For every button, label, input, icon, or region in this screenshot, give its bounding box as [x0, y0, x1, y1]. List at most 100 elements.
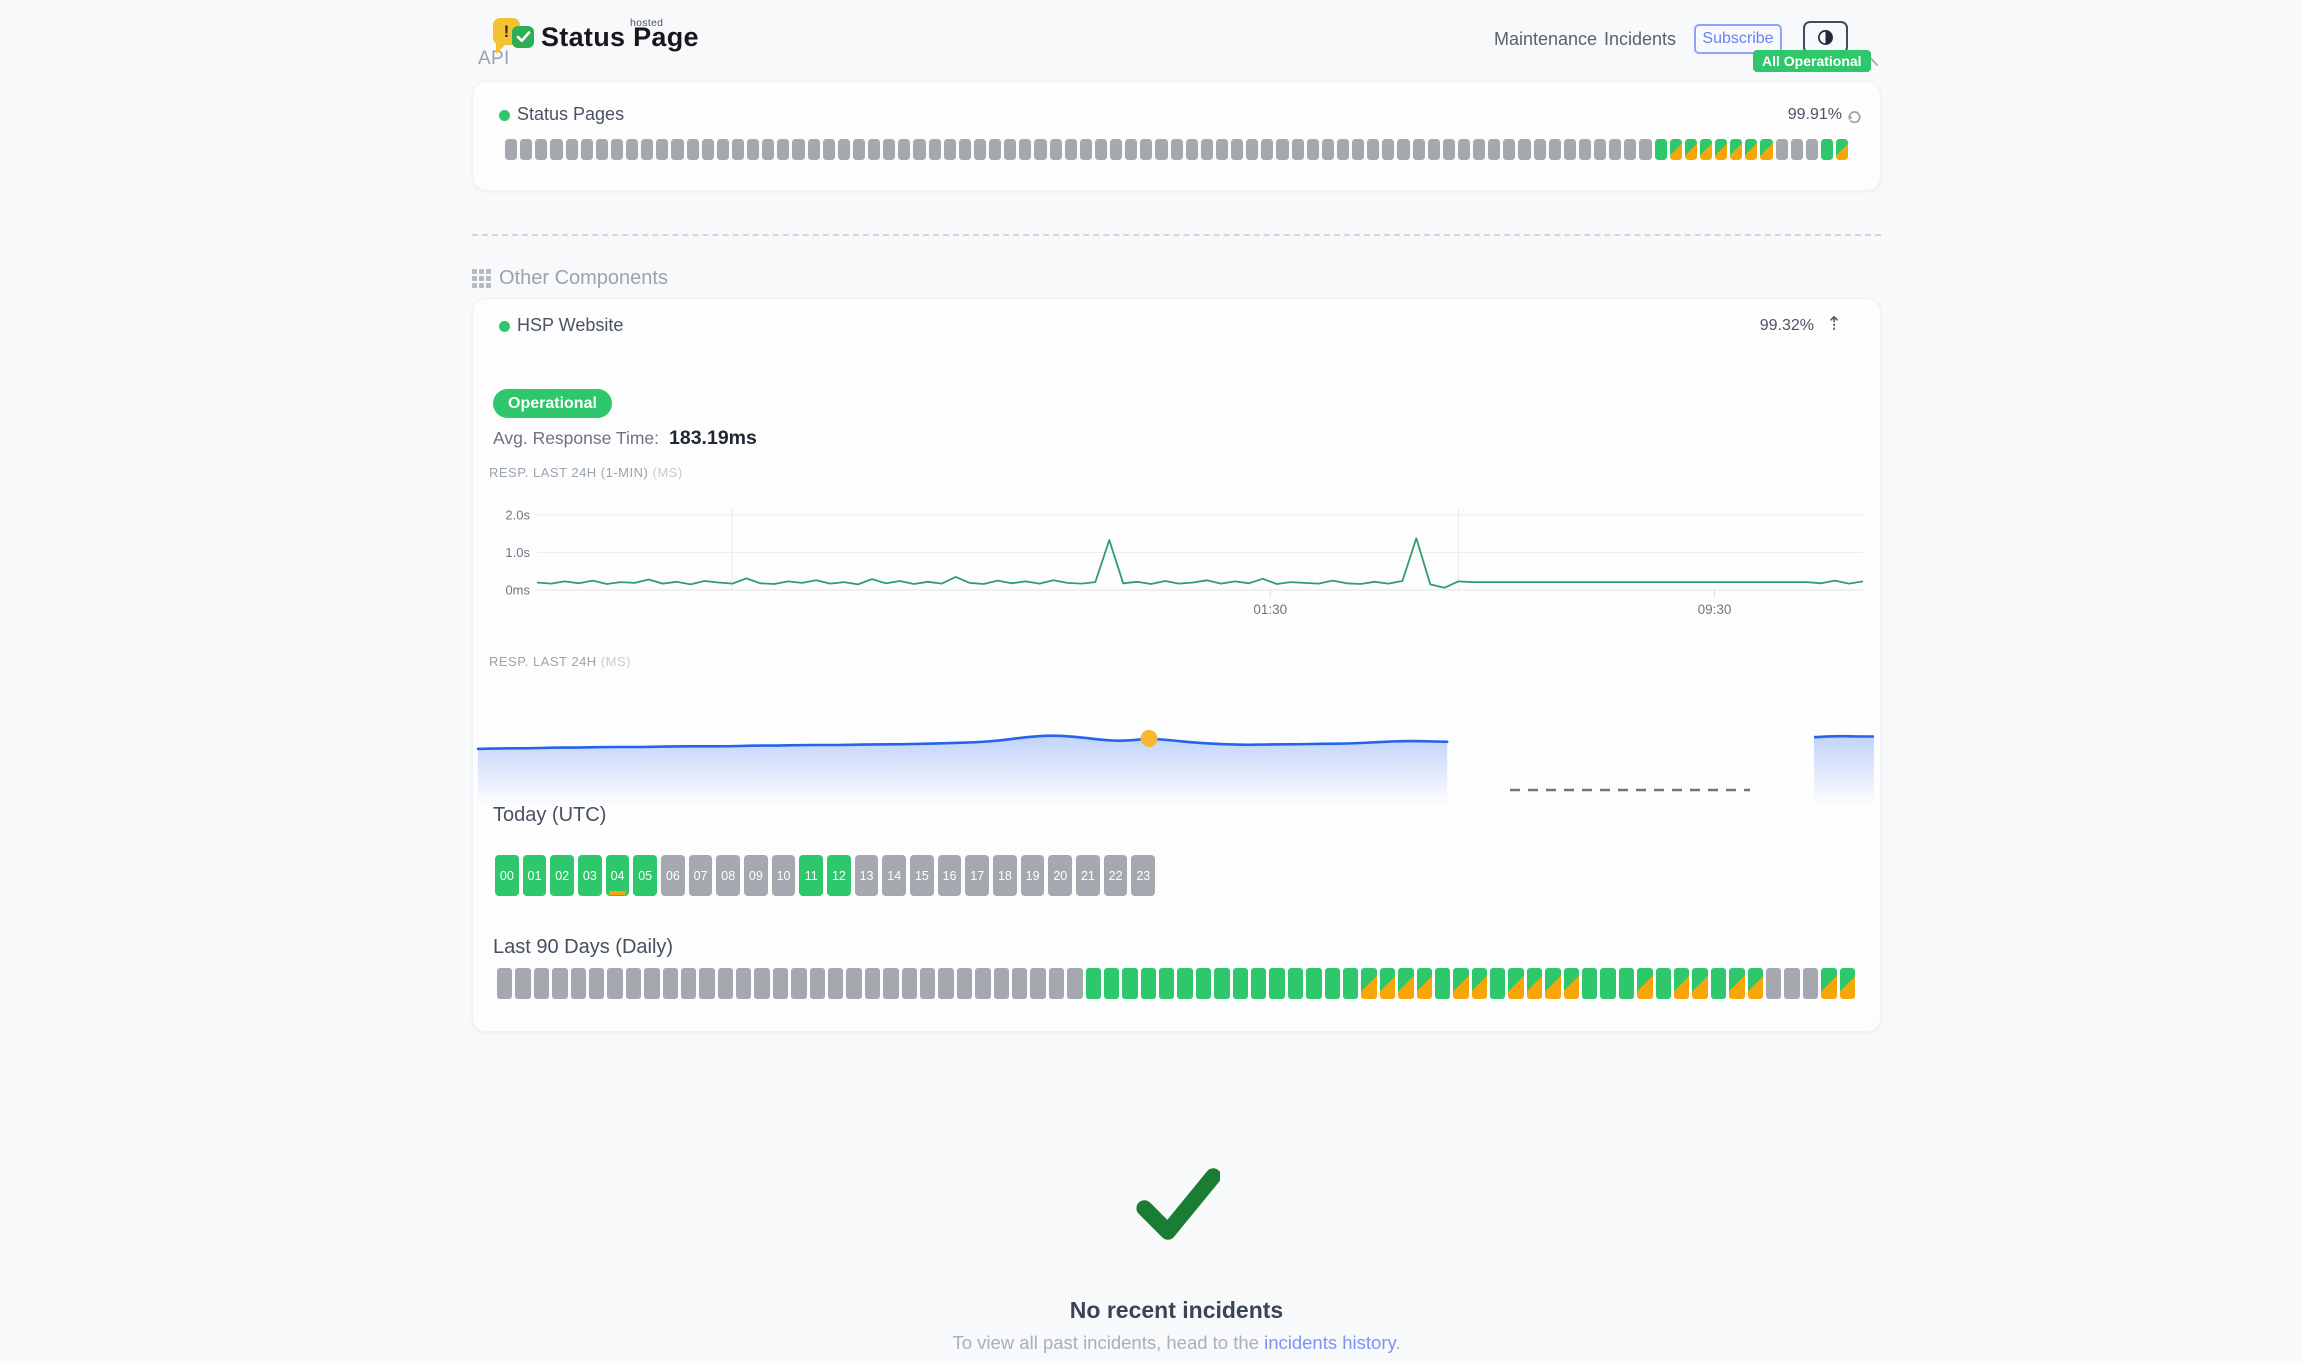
uptime-block[interactable] [1140, 139, 1153, 160]
hour-block[interactable]: 11 [799, 855, 824, 896]
day-block[interactable] [1103, 968, 1120, 999]
day-block[interactable] [772, 968, 789, 999]
day-block[interactable] [1508, 968, 1524, 999]
day-block[interactable] [1232, 968, 1249, 999]
day-block[interactable] [588, 968, 605, 999]
hour-block[interactable]: 02 [550, 855, 575, 896]
day-block[interactable] [1085, 968, 1101, 999]
day-block[interactable] [717, 968, 734, 999]
brand-check-icon[interactable] [512, 26, 534, 48]
hour-block[interactable]: 09 [744, 855, 768, 896]
uptime-block[interactable] [958, 139, 971, 160]
day-block[interactable] [1674, 968, 1690, 999]
uptime-block[interactable] [1563, 139, 1576, 160]
uptime-block[interactable] [1412, 139, 1425, 160]
hour-block[interactable]: 06 [661, 855, 685, 896]
hour-block[interactable]: 19 [1020, 855, 1045, 896]
uptime-block[interactable] [777, 139, 790, 160]
uptime-block[interactable] [1639, 139, 1652, 160]
uptime-block[interactable] [1034, 139, 1047, 160]
uptime-block[interactable] [868, 139, 881, 160]
hour-block[interactable]: 17 [965, 855, 990, 896]
hour-block[interactable]: 23 [1131, 855, 1156, 896]
hour-block[interactable]: 13 [854, 855, 879, 896]
day-block[interactable] [497, 968, 513, 999]
day-block[interactable] [901, 968, 917, 999]
uptime-block[interactable] [1231, 139, 1244, 160]
day-block[interactable] [625, 968, 642, 999]
uptime-block[interactable] [1488, 139, 1501, 160]
uptime-block[interactable] [565, 139, 578, 160]
day-block[interactable] [1306, 968, 1322, 999]
uptime-block[interactable] [626, 139, 639, 160]
day-block[interactable] [1453, 968, 1469, 999]
uptime-block[interactable] [1306, 139, 1319, 160]
uptime-block[interactable] [505, 139, 518, 160]
day-block[interactable] [1030, 968, 1046, 999]
uptime-block[interactable] [1609, 139, 1622, 160]
day-block[interactable] [1784, 968, 1800, 999]
uptime-block[interactable] [656, 139, 669, 160]
hour-block[interactable]: 10 [771, 855, 796, 896]
day-block[interactable] [607, 968, 623, 999]
day-block[interactable] [1710, 968, 1727, 999]
uptime-block[interactable] [1094, 139, 1107, 160]
uptime-block[interactable] [1730, 139, 1743, 160]
day-block[interactable] [791, 968, 807, 999]
uptime-block[interactable] [595, 139, 608, 160]
uptime-block[interactable] [716, 139, 729, 160]
day-block[interactable] [1324, 968, 1340, 999]
day-block[interactable] [1159, 968, 1175, 999]
uptime-block[interactable] [610, 139, 623, 160]
uptime-block[interactable] [1261, 139, 1274, 160]
day-block[interactable] [1471, 968, 1488, 999]
uptime-block[interactable] [1291, 139, 1304, 160]
day-block[interactable] [1839, 968, 1855, 999]
uptime-block[interactable] [1397, 139, 1410, 160]
uptime-block[interactable] [1110, 139, 1123, 160]
hour-block[interactable]: 21 [1076, 855, 1100, 896]
day-block[interactable] [1802, 968, 1819, 999]
hour-block[interactable]: 04 [605, 855, 630, 896]
uptime-block[interactable] [1473, 139, 1486, 160]
uptime-block[interactable] [1442, 139, 1455, 160]
uptime-block[interactable] [1533, 139, 1546, 160]
day-block[interactable] [1434, 968, 1451, 999]
uptime-block[interactable] [701, 139, 714, 160]
uptime-block[interactable] [1805, 139, 1818, 160]
brand-title[interactable]: Status Page [541, 22, 699, 52]
day-block[interactable] [883, 968, 899, 999]
uptime-block[interactable] [1321, 139, 1334, 160]
uptime-block[interactable] [1457, 139, 1470, 160]
uptime-block[interactable] [731, 139, 744, 160]
day-block[interactable] [1655, 968, 1671, 999]
uptime-block[interactable] [822, 139, 835, 160]
uptime-block[interactable] [1548, 139, 1561, 160]
day-block[interactable] [1177, 968, 1193, 999]
uptime-block[interactable] [973, 139, 986, 160]
overall-status-badge[interactable]: All Operational [1753, 50, 1871, 72]
hour-block[interactable]: 14 [882, 855, 907, 896]
day-block[interactable] [1821, 968, 1837, 999]
day-block[interactable] [1545, 968, 1561, 999]
day-block[interactable] [644, 968, 660, 999]
uptime-block[interactable] [1125, 139, 1138, 160]
day-block[interactable] [1747, 968, 1763, 999]
day-block[interactable] [1729, 968, 1745, 999]
uptime-block[interactable] [1503, 139, 1516, 160]
day-block[interactable] [1379, 968, 1396, 999]
day-block[interactable] [1214, 968, 1230, 999]
uptime-block[interactable] [1155, 139, 1168, 160]
uptime-block[interactable] [686, 139, 699, 160]
uptime-block[interactable] [1336, 139, 1349, 160]
refresh-icon[interactable] [1848, 110, 1862, 128]
uptime-block[interactable] [1049, 139, 1062, 160]
hour-block[interactable]: 18 [993, 855, 1017, 896]
day-block[interactable] [570, 968, 586, 999]
day-block[interactable] [1269, 968, 1285, 999]
day-block[interactable] [1526, 968, 1543, 999]
day-block[interactable] [828, 968, 844, 999]
day-block[interactable] [1195, 968, 1212, 999]
nav-maintenance[interactable]: Maintenance [1494, 29, 1598, 49]
uptime-block[interactable] [671, 139, 684, 160]
